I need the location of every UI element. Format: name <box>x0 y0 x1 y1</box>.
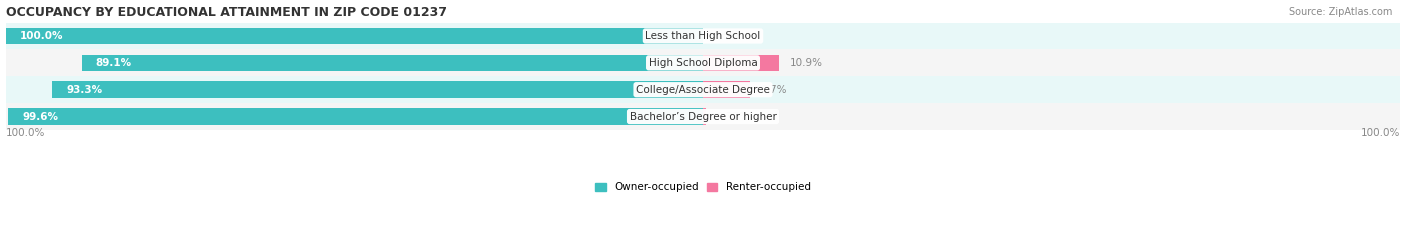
Bar <box>6 49 1400 76</box>
Text: 93.3%: 93.3% <box>66 85 103 95</box>
Text: 99.6%: 99.6% <box>22 112 58 122</box>
Bar <box>703 108 706 125</box>
Bar <box>8 108 703 125</box>
Text: 100.0%: 100.0% <box>1361 128 1400 138</box>
Text: 10.9%: 10.9% <box>790 58 823 68</box>
Text: OCCUPANCY BY EDUCATIONAL ATTAINMENT IN ZIP CODE 01237: OCCUPANCY BY EDUCATIONAL ATTAINMENT IN Z… <box>6 6 447 19</box>
Legend: Owner-occupied, Renter-occupied: Owner-occupied, Renter-occupied <box>595 182 811 192</box>
Bar <box>6 28 703 44</box>
Text: Bachelor’s Degree or higher: Bachelor’s Degree or higher <box>630 112 776 122</box>
Text: 0.0%: 0.0% <box>713 31 740 41</box>
Text: College/Associate Degree: College/Associate Degree <box>636 85 770 95</box>
Text: High School Diploma: High School Diploma <box>648 58 758 68</box>
Bar <box>6 76 1400 103</box>
Text: 6.7%: 6.7% <box>761 85 787 95</box>
Text: 100.0%: 100.0% <box>6 128 45 138</box>
Bar <box>82 55 703 71</box>
Text: 89.1%: 89.1% <box>96 58 132 68</box>
Bar <box>703 55 779 71</box>
Bar <box>703 81 749 98</box>
Text: Source: ZipAtlas.com: Source: ZipAtlas.com <box>1288 7 1392 17</box>
Text: 0.37%: 0.37% <box>716 112 749 122</box>
Bar <box>6 23 1400 49</box>
Bar <box>6 103 1400 130</box>
Bar <box>52 81 703 98</box>
Text: 100.0%: 100.0% <box>20 31 63 41</box>
Text: Less than High School: Less than High School <box>645 31 761 41</box>
